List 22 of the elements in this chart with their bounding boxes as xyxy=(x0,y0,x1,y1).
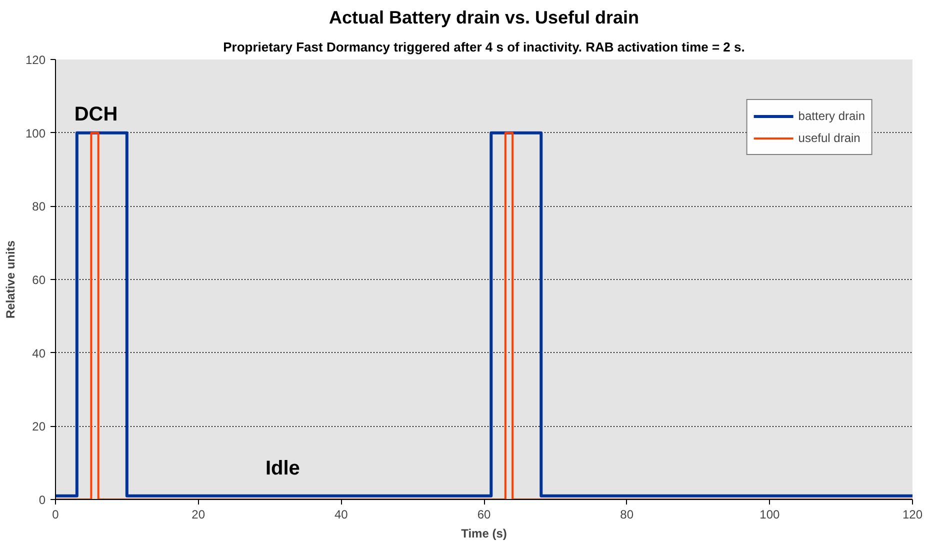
legend-label: useful drain xyxy=(798,131,860,145)
x-tick-label: 20 xyxy=(192,508,206,522)
chart-subtitle: Proprietary Fast Dormancy triggered after 4 s of inactivity. RAB activation time = 2 s. xyxy=(223,40,745,54)
x-tick-label: 60 xyxy=(477,508,491,522)
x-tick-label: 120 xyxy=(902,508,923,522)
y-axis-title: Relative units xyxy=(3,240,18,319)
legend-label: battery drain xyxy=(798,109,865,123)
y-tick-label: 60 xyxy=(32,273,46,287)
y-tick-label: 20 xyxy=(32,420,46,434)
x-tick-label: 40 xyxy=(334,508,348,522)
x-tick-label: 80 xyxy=(620,508,634,522)
y-tick-label: 80 xyxy=(32,200,46,214)
annotation: DCH xyxy=(74,104,118,126)
y-tick-label: 0 xyxy=(38,493,46,507)
y-tick-label: 120 xyxy=(25,53,46,67)
annotation: Idle xyxy=(265,458,300,480)
x-tick-label: 100 xyxy=(760,508,780,522)
chart-title: Actual Battery drain vs. Useful drain xyxy=(328,8,640,28)
y-tick-label: 40 xyxy=(32,346,46,360)
x-axis-title: Time (s) xyxy=(461,526,507,540)
y-tick-label: 100 xyxy=(25,126,46,140)
x-tick-label: 0 xyxy=(52,508,60,522)
